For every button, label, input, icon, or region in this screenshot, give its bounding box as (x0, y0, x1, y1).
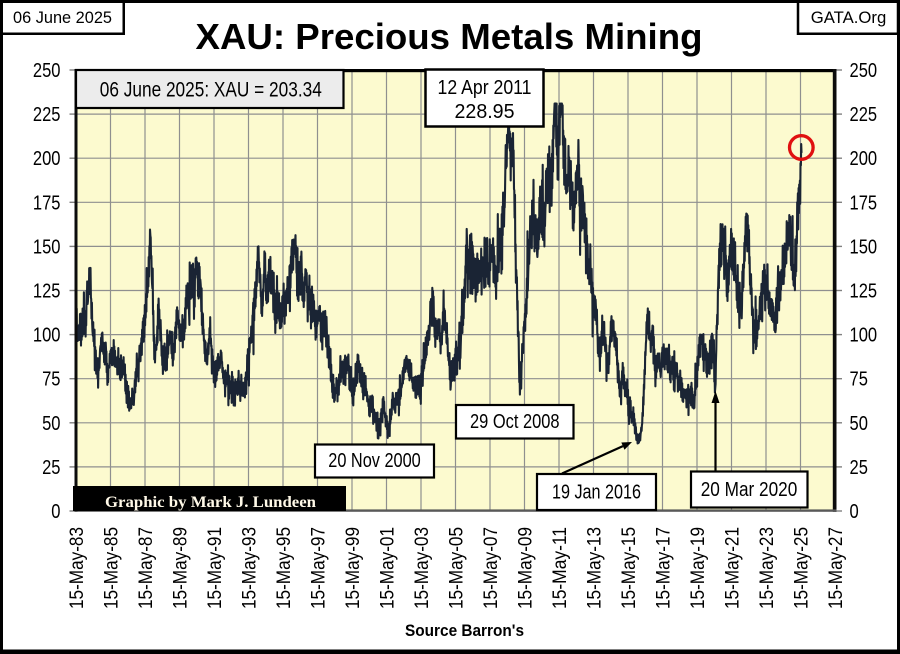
svg-text:15-May-15: 15-May-15 (619, 527, 640, 609)
svg-text:15-May-97: 15-May-97 (308, 527, 329, 609)
svg-text:228.95: 228.95 (455, 101, 515, 123)
svg-text:15-May-23: 15-May-23 (757, 527, 778, 609)
svg-text:200: 200 (850, 148, 878, 170)
svg-text:GATA.Org: GATA.Org (811, 8, 887, 27)
svg-text:50: 50 (42, 413, 60, 435)
svg-text:150: 150 (33, 236, 61, 258)
svg-text:25: 25 (850, 457, 868, 479)
svg-text:175: 175 (33, 192, 61, 214)
svg-text:15-May-09: 15-May-09 (515, 527, 536, 609)
svg-text:Graphic by Mark J. Lundeen: Graphic by Mark J. Lundeen (105, 494, 316, 511)
svg-text:175: 175 (850, 192, 878, 214)
svg-text:15-May-19: 15-May-19 (688, 527, 709, 609)
svg-text:06 June 2025: XAU = 203.34: 06 June 2025: XAU = 203.34 (100, 79, 322, 102)
svg-text:15-May-03: 15-May-03 (412, 527, 433, 609)
svg-text:200: 200 (33, 148, 61, 170)
svg-text:0: 0 (51, 501, 60, 523)
svg-text:250: 250 (33, 60, 61, 82)
svg-text:20 Nov 2000: 20 Nov 2000 (328, 450, 421, 472)
svg-text:100: 100 (850, 325, 878, 347)
svg-text:0: 0 (850, 501, 859, 523)
svg-text:15-May-89: 15-May-89 (170, 527, 191, 609)
svg-text:15-May-11: 15-May-11 (550, 527, 571, 609)
svg-text:15-May-17: 15-May-17 (653, 527, 674, 609)
svg-text:225: 225 (850, 104, 878, 126)
svg-text:15-May-05: 15-May-05 (446, 527, 467, 609)
svg-text:20 Mar 2020: 20 Mar 2020 (701, 479, 798, 501)
svg-text:75: 75 (42, 369, 60, 391)
svg-text:15-May-25: 15-May-25 (791, 527, 812, 609)
svg-text:12 Apr 2011: 12 Apr 2011 (438, 77, 532, 99)
svg-text:15-May-01: 15-May-01 (377, 527, 398, 609)
svg-text:75: 75 (850, 369, 868, 391)
svg-text:225: 225 (33, 104, 61, 126)
svg-text:250: 250 (850, 60, 878, 82)
svg-text:15-May-87: 15-May-87 (136, 527, 157, 609)
svg-text:Source Barron's: Source Barron's (405, 621, 524, 640)
svg-text:125: 125 (33, 281, 61, 303)
svg-text:XAU: Precious Metals Mining: XAU: Precious Metals Mining (196, 16, 703, 57)
svg-text:100: 100 (33, 325, 61, 347)
svg-text:15-May-93: 15-May-93 (239, 527, 260, 609)
svg-text:15-May-95: 15-May-95 (274, 527, 295, 609)
svg-text:15-May-21: 15-May-21 (722, 527, 743, 609)
svg-text:125: 125 (850, 281, 878, 303)
svg-text:50: 50 (850, 413, 868, 435)
svg-text:15-May-99: 15-May-99 (343, 527, 364, 609)
svg-text:25: 25 (42, 457, 60, 479)
svg-text:150: 150 (850, 236, 878, 258)
svg-text:15-May-07: 15-May-07 (481, 527, 502, 609)
svg-text:15-May-27: 15-May-27 (826, 527, 847, 609)
svg-text:15-May-83: 15-May-83 (67, 527, 88, 609)
svg-text:06 June 2025: 06 June 2025 (13, 8, 112, 27)
svg-text:15-May-13: 15-May-13 (584, 527, 605, 609)
svg-text:15-May-85: 15-May-85 (101, 527, 122, 609)
svg-text:15-May-91: 15-May-91 (205, 527, 226, 609)
svg-text:19 Jan 2016: 19 Jan 2016 (552, 482, 641, 504)
svg-text:29 Oct 2008: 29 Oct 2008 (470, 411, 560, 433)
